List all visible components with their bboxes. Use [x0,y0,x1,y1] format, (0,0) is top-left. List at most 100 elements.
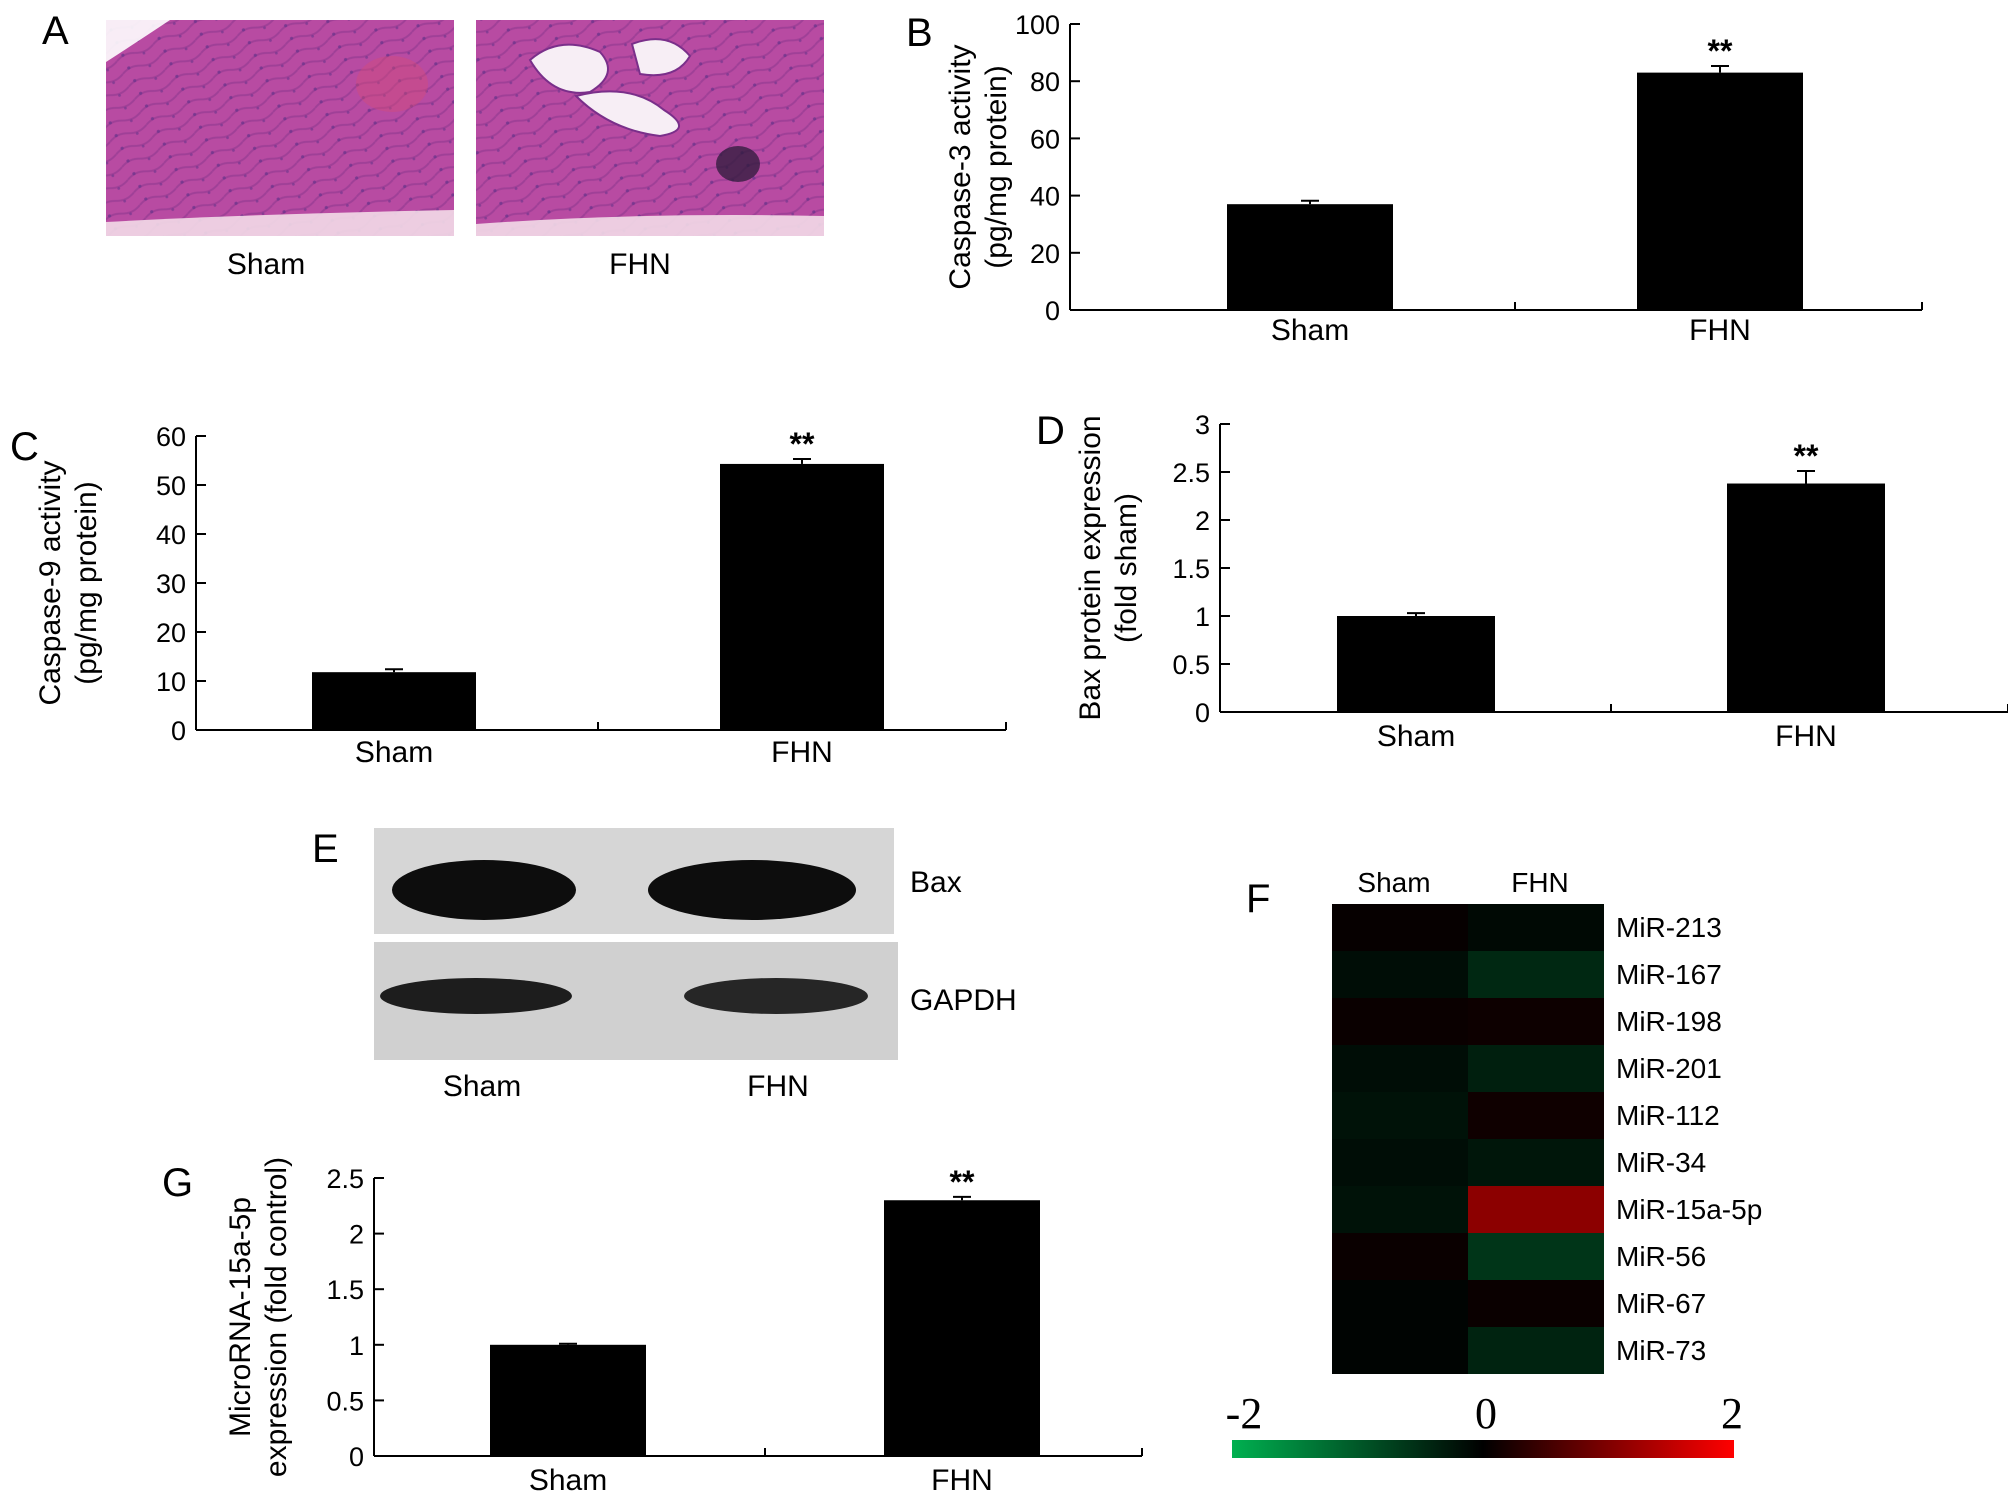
heatmap-row-label: MiR-34 [1616,1147,1706,1178]
label-fhn-image: FHN [609,248,671,281]
lane-label-sham: Sham [443,1070,521,1103]
bar-chart-c: C 0 10 20 30 40 50 60 Caspase-9 activity (pg/mg p… [10,422,1007,769]
heatmap-cell [1468,904,1604,951]
y-tick-label: 60 [1030,124,1060,154]
y-axis-label: (fold sham) [1110,493,1143,643]
heatmap-cell [1332,998,1468,1045]
heatmap-cell [1468,1233,1604,1280]
x-category-label: FHN [1775,720,1837,753]
x-category-label: FHN [771,736,833,769]
panel-e: E Bax GAPDH Sham FHN [312,827,1017,1103]
y-tick-label: 2.5 [326,1164,364,1194]
heatmap-cell [1468,1280,1604,1327]
y-axis-label: Bax protein expression [1074,415,1107,720]
y-tick-label: 100 [1015,10,1060,40]
heatmap-cell [1468,1045,1604,1092]
heatmap-cell [1468,1092,1604,1139]
x-category-label: FHN [1689,314,1751,347]
heatmap-cell [1468,1327,1604,1374]
panel-letter-b: B [906,11,933,55]
y-tick-label: 3 [1195,410,1210,440]
heatmap-cell [1332,1327,1468,1374]
y-tick-label: 20 [1030,239,1060,269]
heatmap-row-label: MiR-213 [1616,912,1722,943]
heatmap-cell [1332,1045,1468,1092]
heatmap-row-label: MiR-198 [1616,1006,1722,1037]
heatmap-row-label: MiR-15a-5p [1616,1194,1762,1225]
panel-letter-a: A [42,9,69,53]
y-tick-label: 60 [156,422,186,452]
band-label-gapdh: GAPDH [910,984,1017,1017]
histology-image-sham [106,20,454,236]
histology-image-fhn [476,20,824,236]
heatmap-cell [1332,1280,1468,1327]
y-tick-label: 10 [156,667,186,697]
y-tick-label: 0 [1045,296,1060,326]
y-tick-label: 1 [349,1331,364,1361]
bar-fhn [1637,72,1803,311]
heatmap-row-label: MiR-201 [1616,1053,1722,1084]
significance-marker: ** [790,426,815,462]
y-tick-label: 2 [349,1220,364,1250]
heatmap-cell [1468,1139,1604,1186]
y-axis-label: (pg/mg protein) [70,481,103,684]
heatmap-cell [1468,951,1604,998]
heatmap-cell [1332,951,1468,998]
colorbar [1232,1440,1734,1458]
blot-bax [374,828,894,934]
panel-a: A Sham FHN [42,9,824,281]
x-category-label: Sham [1377,720,1455,753]
y-axis-label: Caspase-9 activity [34,460,67,705]
x-category-label: Sham [529,1464,607,1497]
heatmap-col-fhn: FHN [1511,867,1569,898]
panel-f: F Sham FHN MiR-213 MiR-167 MiR-198 MiR-201 M… [1226,867,1762,1458]
heatmap-cell [1332,1092,1468,1139]
heatmap-row-label: MiR-167 [1616,959,1722,990]
panel-letter-f: F [1246,877,1270,921]
y-tick-label: 50 [156,471,186,501]
heatmap-cell [1468,1186,1604,1233]
heatmap-row-label: MiR-67 [1616,1288,1706,1319]
y-tick-label: 1.5 [1172,554,1210,584]
heatmap-cell [1332,1139,1468,1186]
significance-marker: ** [1708,33,1733,69]
significance-marker: ** [1794,438,1819,474]
y-tick-label: 30 [156,569,186,599]
y-axis-label: MicroRNA-15a-5p [224,1197,257,1437]
y-tick-label: 2 [1195,506,1210,536]
bar-sham [1227,204,1393,310]
panel-letter-d: D [1036,409,1065,453]
y-tick-label: 0 [349,1442,364,1472]
heatmap-cell [1332,1186,1468,1233]
lane-label-fhn: FHN [747,1070,809,1103]
heatmap-cell [1468,998,1604,1045]
heatmap-row-label: MiR-56 [1616,1241,1706,1272]
bar-chart-b: B 0 20 40 60 80 100 Caspase-3 activity (pg/mg pr… [906,10,1923,347]
y-tick-label: 0 [171,716,186,746]
heatmap-cells [1332,904,1604,1374]
y-tick-label: 40 [1030,182,1060,212]
bar-sham [312,672,476,730]
bar-fhn [720,463,884,730]
heatmap-row-label: MiR-73 [1616,1335,1706,1366]
x-category-label: FHN [931,1464,993,1497]
heatmap-col-sham: Sham [1357,867,1430,898]
bar-fhn [1727,483,1885,712]
y-tick-label: 2.5 [1172,458,1210,488]
significance-marker: ** [950,1164,975,1200]
heatmap-row-label: MiR-112 [1616,1100,1720,1131]
y-axis-label: Caspase-3 activity [944,44,977,289]
y-axis-label: expression (fold control) [260,1157,293,1477]
panel-letter-c: C [10,425,39,469]
bar-chart-d: D 0 0.5 1 1.5 2 2.5 3 Bax protein expression (fol… [1036,409,2008,753]
y-tick-label: 0.5 [1172,650,1210,680]
x-category-label: Sham [1271,314,1349,347]
panel-letter-g: G [162,1161,193,1205]
colorbar-tick-min: -2 [1226,1389,1263,1438]
colorbar-tick-max: 2 [1721,1389,1743,1438]
bar-sham [490,1344,646,1456]
y-tick-label: 80 [1030,67,1060,97]
y-tick-label: 0 [1195,698,1210,728]
y-tick-label: 20 [156,618,186,648]
